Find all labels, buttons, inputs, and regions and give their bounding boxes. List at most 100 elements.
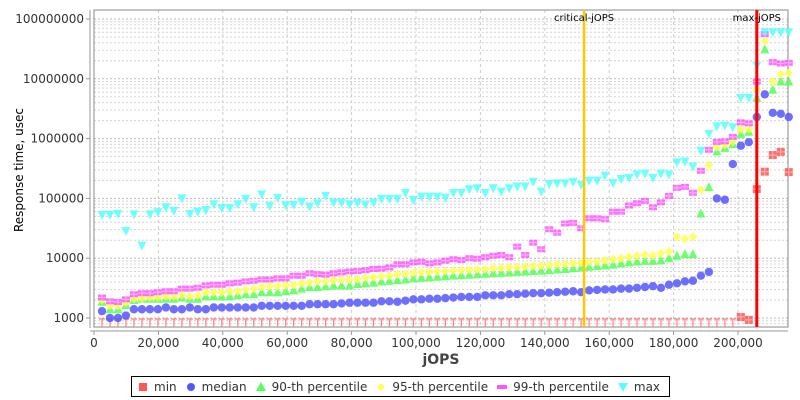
data-point	[600, 285, 610, 294]
data-point	[217, 287, 227, 297]
y-tick-label: 100000	[38, 191, 84, 205]
data-point-cross	[688, 189, 697, 196]
data-point	[608, 259, 618, 269]
data-point-cross	[696, 167, 705, 174]
data-point-cross	[273, 275, 282, 282]
data-point	[384, 275, 394, 285]
data-point	[784, 28, 794, 38]
legend-label: 95-th percentile	[392, 379, 489, 394]
min-below-range-mark	[274, 318, 281, 327]
data-point	[113, 313, 123, 323]
legend-label: min	[154, 379, 177, 394]
data-point	[257, 301, 266, 310]
data-point	[456, 189, 466, 199]
data-point-cross	[281, 275, 290, 282]
min-below-range-mark	[586, 318, 593, 327]
data-point	[241, 194, 251, 204]
data-point	[760, 36, 770, 46]
data-point	[337, 280, 347, 290]
data-point	[465, 292, 474, 302]
data-point	[257, 287, 267, 297]
data-point-cross	[265, 276, 274, 283]
data-point	[616, 284, 626, 293]
min-below-range-mark	[338, 318, 345, 327]
data-point	[584, 176, 594, 186]
min-below-range-mark	[673, 318, 680, 327]
data-point	[233, 200, 243, 210]
data-point	[704, 182, 714, 192]
data-point-cross	[561, 220, 570, 227]
data-point	[528, 266, 538, 276]
data-point	[105, 210, 115, 220]
legend-item: min	[138, 380, 177, 394]
data-point-cross	[417, 258, 426, 265]
data-point-cross	[664, 192, 673, 199]
data-point	[632, 251, 642, 261]
data-point	[105, 313, 115, 323]
min-below-range-mark	[458, 318, 465, 327]
data-point	[688, 276, 698, 285]
min-below-range-mark	[697, 318, 704, 327]
legend-rect-icon	[497, 382, 508, 392]
data-point	[392, 194, 402, 204]
min-below-range-mark	[202, 318, 209, 327]
data-point-cross	[625, 202, 634, 209]
data-point	[632, 256, 642, 266]
data-point-cross	[776, 147, 785, 156]
x-tick-label: 80,000	[331, 336, 373, 350]
data-point	[696, 146, 706, 156]
data-point	[544, 260, 554, 270]
data-point-cross	[768, 151, 777, 160]
data-point	[784, 68, 794, 78]
data-point-cross	[377, 265, 386, 272]
x-tick-label: 140,000	[520, 336, 570, 350]
data-point	[297, 197, 307, 207]
data-point	[169, 206, 179, 216]
data-point	[225, 204, 235, 214]
data-point	[688, 162, 698, 172]
data-point-cross	[744, 120, 753, 127]
data-point	[648, 173, 658, 183]
data-point	[145, 305, 155, 314]
data-point-cross	[545, 226, 554, 233]
min-below-range-mark	[234, 318, 241, 327]
data-point	[624, 252, 634, 262]
data-point-cross	[209, 281, 218, 288]
data-point	[529, 288, 538, 298]
data-point	[217, 303, 226, 312]
data-point	[784, 112, 793, 122]
data-point-cross	[768, 59, 777, 66]
data-point-cross	[193, 284, 202, 291]
min-below-range-mark	[506, 318, 513, 327]
legend-diamond-icon	[376, 382, 386, 392]
data-point-cross	[633, 200, 642, 207]
data-point-cross	[617, 208, 626, 215]
min-below-range-mark	[218, 318, 225, 327]
data-point	[225, 291, 235, 301]
data-point	[600, 255, 610, 265]
data-point	[209, 287, 219, 297]
data-point	[361, 278, 371, 288]
data-point	[448, 189, 458, 199]
data-point	[193, 305, 203, 314]
data-point	[736, 141, 746, 150]
data-point	[321, 191, 331, 201]
min-below-range-mark	[370, 318, 377, 327]
data-point	[345, 200, 355, 210]
data-point-cross	[369, 265, 378, 272]
data-point	[329, 275, 339, 285]
data-point	[137, 294, 147, 304]
data-point	[233, 303, 242, 312]
min-below-range-mark	[226, 318, 233, 327]
data-point-cross	[185, 285, 194, 292]
data-point	[481, 291, 490, 300]
data-point-cross	[177, 285, 186, 292]
min-below-range-mark	[705, 318, 712, 327]
data-point	[265, 287, 275, 297]
data-point	[624, 257, 634, 267]
data-point	[137, 241, 147, 251]
data-point-cross	[473, 255, 482, 262]
data-point	[521, 289, 530, 298]
min-below-range-mark	[402, 318, 409, 327]
data-point-cross	[529, 239, 538, 246]
